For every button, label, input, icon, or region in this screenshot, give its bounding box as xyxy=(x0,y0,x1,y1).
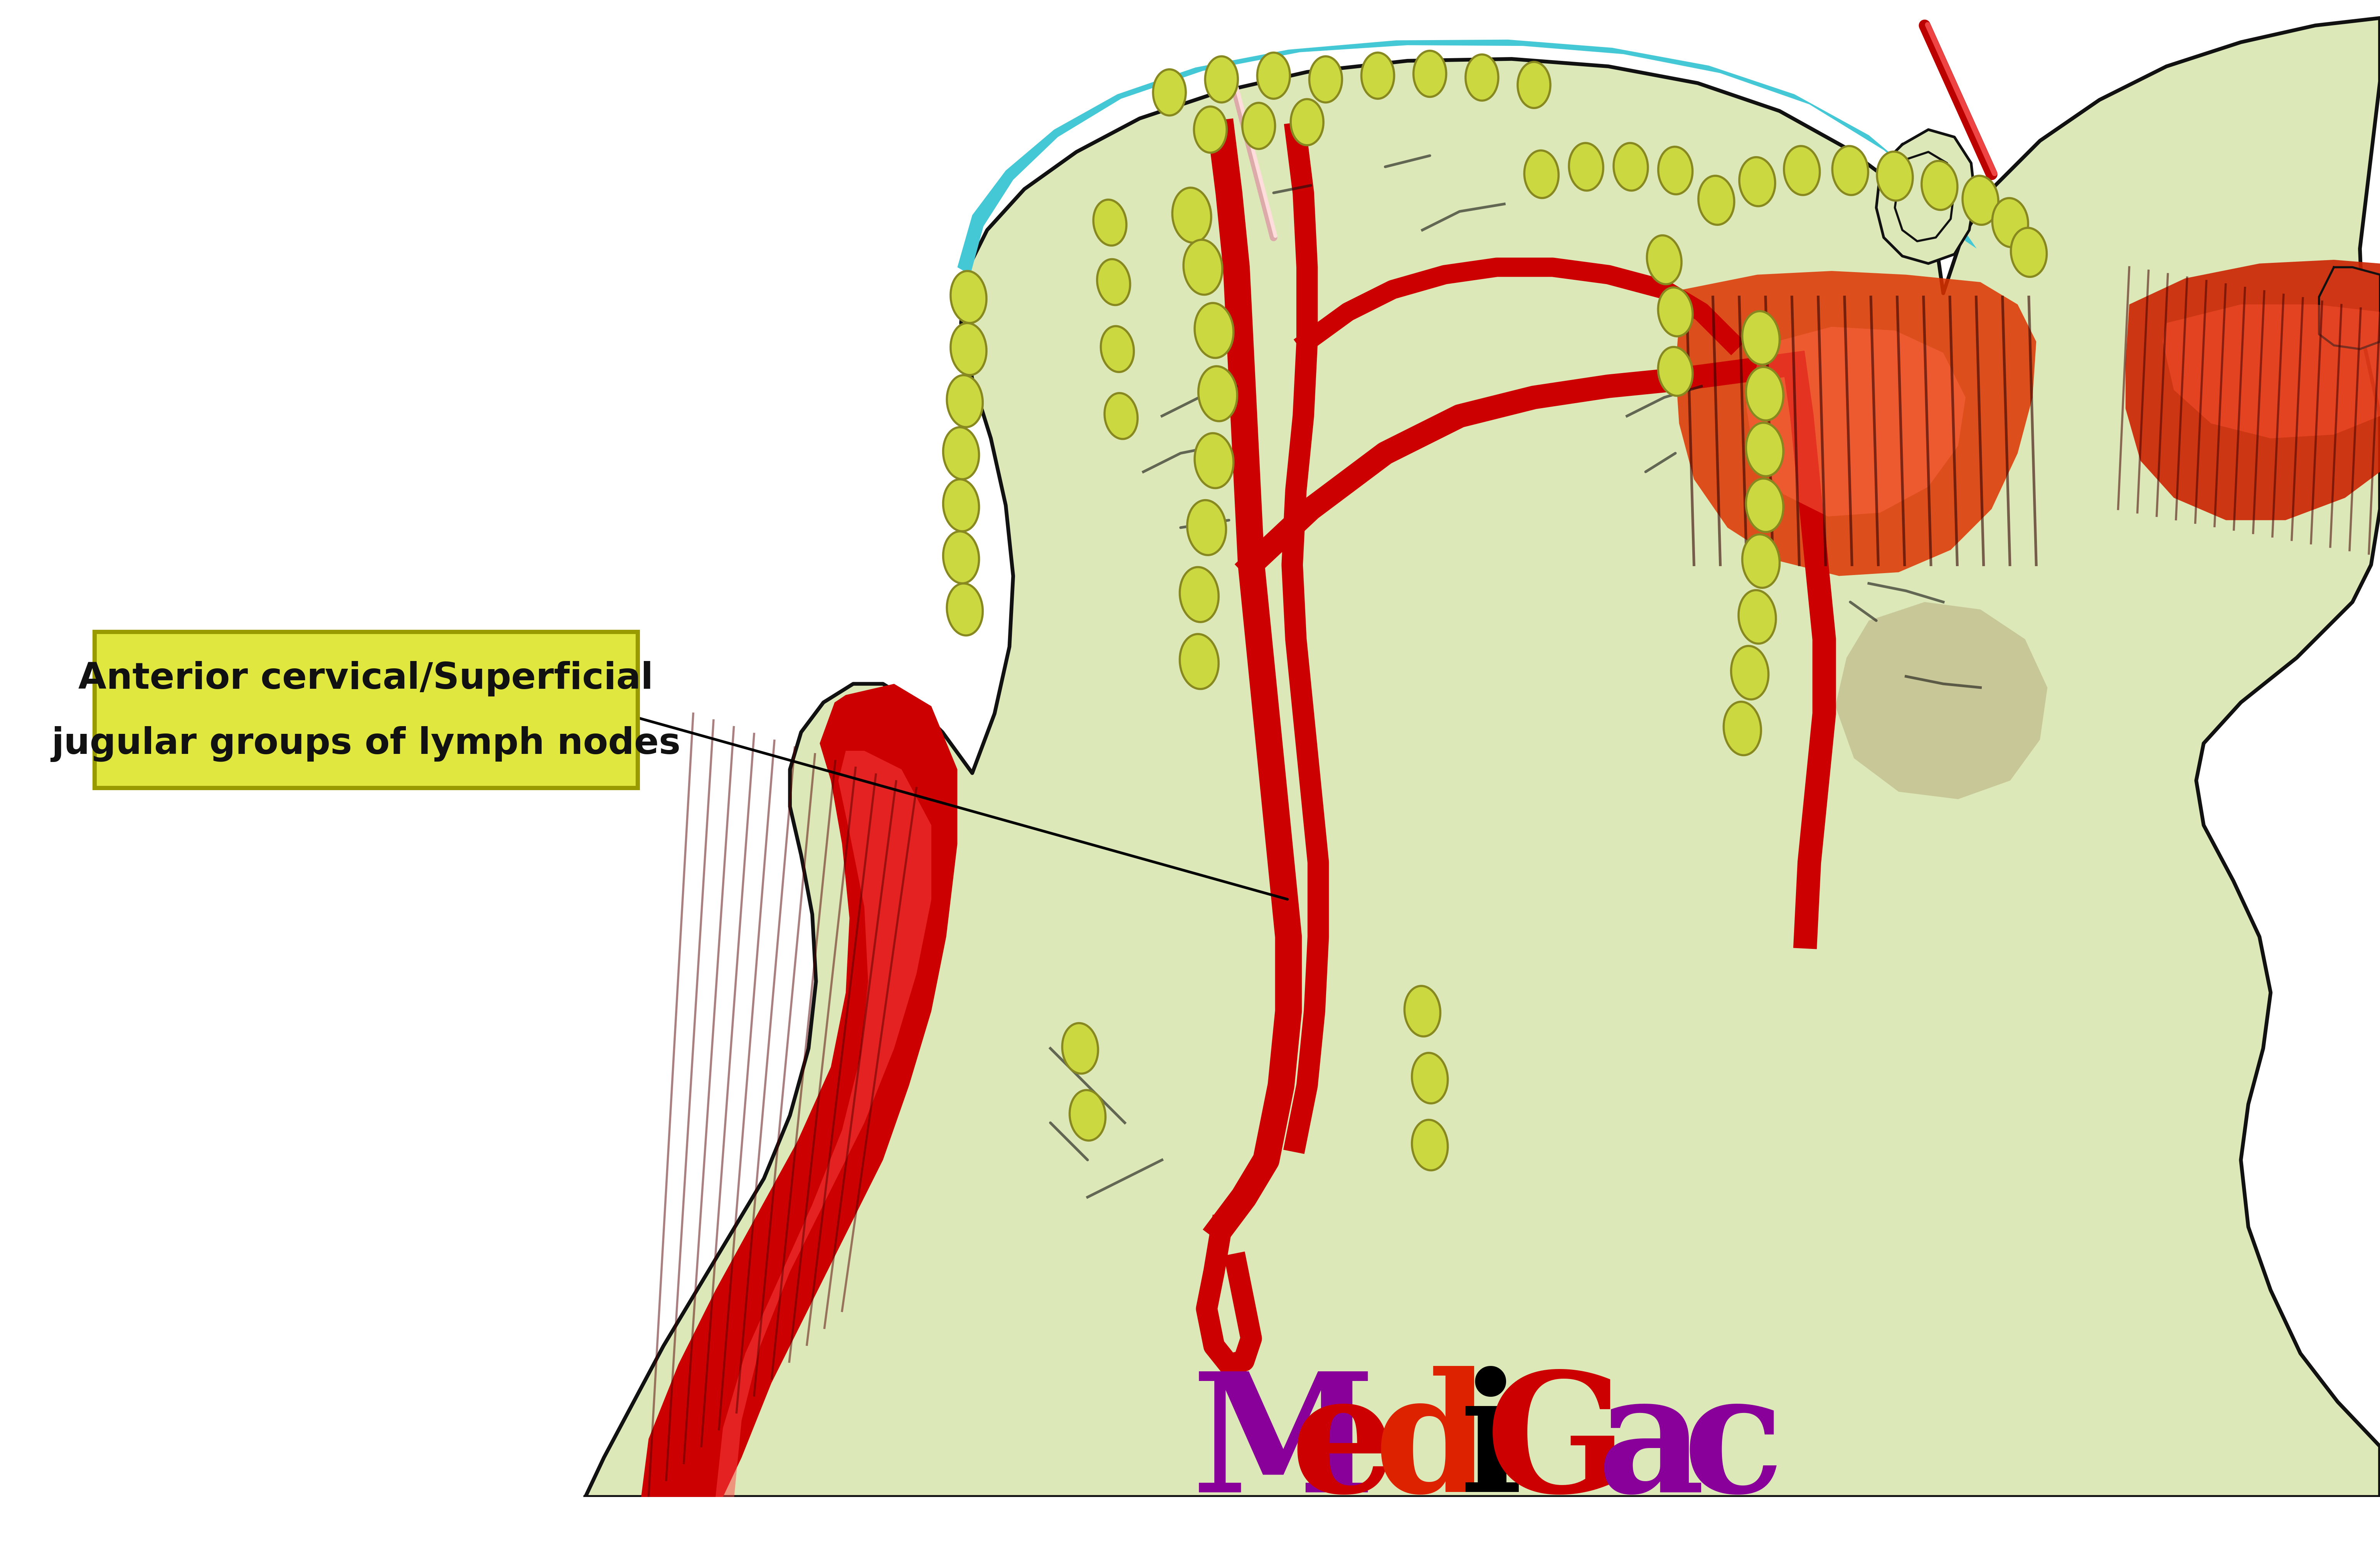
Ellipse shape xyxy=(1659,287,1692,337)
Ellipse shape xyxy=(1963,176,1999,225)
Ellipse shape xyxy=(2011,229,2047,276)
Text: jugular groups of lymph nodes: jugular groups of lymph nodes xyxy=(52,726,681,763)
Text: e: e xyxy=(1290,1366,1397,1527)
Ellipse shape xyxy=(1568,144,1604,190)
Ellipse shape xyxy=(1411,1119,1447,1170)
Ellipse shape xyxy=(1742,312,1780,364)
Ellipse shape xyxy=(1785,147,1821,195)
Polygon shape xyxy=(1835,602,2047,800)
Ellipse shape xyxy=(1309,56,1342,102)
Ellipse shape xyxy=(1730,645,1768,699)
Ellipse shape xyxy=(947,375,983,428)
Polygon shape xyxy=(1676,270,2037,576)
Ellipse shape xyxy=(942,428,978,479)
Text: M: M xyxy=(1192,1366,1376,1527)
Text: Anterior cervical/Superficial: Anterior cervical/Superficial xyxy=(79,661,654,696)
Ellipse shape xyxy=(1723,701,1761,755)
Ellipse shape xyxy=(1659,347,1692,395)
Ellipse shape xyxy=(1092,199,1126,245)
Ellipse shape xyxy=(1195,303,1233,358)
Ellipse shape xyxy=(1742,534,1780,588)
Text: i: i xyxy=(1459,1366,1523,1527)
Polygon shape xyxy=(2163,304,2380,438)
Ellipse shape xyxy=(1180,567,1219,622)
Ellipse shape xyxy=(1404,987,1440,1036)
Ellipse shape xyxy=(1878,151,1914,201)
Ellipse shape xyxy=(1614,144,1647,190)
Ellipse shape xyxy=(1466,54,1499,100)
Ellipse shape xyxy=(1921,161,1956,210)
Ellipse shape xyxy=(1740,157,1775,207)
Polygon shape xyxy=(2318,267,2380,349)
Ellipse shape xyxy=(947,584,983,636)
Text: c: c xyxy=(1683,1366,1785,1527)
Ellipse shape xyxy=(1104,394,1138,438)
Ellipse shape xyxy=(942,531,978,584)
Polygon shape xyxy=(585,19,2380,1498)
Ellipse shape xyxy=(1518,62,1549,108)
Ellipse shape xyxy=(1747,367,1783,420)
Ellipse shape xyxy=(1833,147,1868,195)
Ellipse shape xyxy=(1647,235,1683,284)
Ellipse shape xyxy=(1290,99,1323,145)
Ellipse shape xyxy=(1097,259,1130,306)
Ellipse shape xyxy=(1183,239,1223,295)
Polygon shape xyxy=(957,40,1978,275)
Ellipse shape xyxy=(1200,366,1238,422)
Ellipse shape xyxy=(1195,107,1226,153)
Ellipse shape xyxy=(1737,590,1775,644)
Ellipse shape xyxy=(1747,423,1783,476)
Ellipse shape xyxy=(1747,479,1783,533)
Ellipse shape xyxy=(1242,103,1276,148)
Ellipse shape xyxy=(950,323,985,375)
Ellipse shape xyxy=(1188,500,1226,556)
Ellipse shape xyxy=(950,272,985,323)
Text: d: d xyxy=(1373,1366,1490,1527)
Text: a: a xyxy=(1597,1366,1704,1527)
Polygon shape xyxy=(640,684,957,1498)
Ellipse shape xyxy=(1102,326,1133,372)
Ellipse shape xyxy=(1411,1053,1447,1104)
Ellipse shape xyxy=(1195,434,1233,488)
Ellipse shape xyxy=(1523,150,1559,198)
Ellipse shape xyxy=(1173,188,1211,242)
Ellipse shape xyxy=(1180,635,1219,689)
Ellipse shape xyxy=(1152,69,1185,116)
Ellipse shape xyxy=(1992,198,2028,247)
Ellipse shape xyxy=(1414,51,1447,97)
Text: G: G xyxy=(1485,1366,1628,1527)
Ellipse shape xyxy=(942,479,978,531)
FancyBboxPatch shape xyxy=(95,631,638,787)
Polygon shape xyxy=(2125,259,2380,520)
Ellipse shape xyxy=(1069,1090,1104,1141)
Ellipse shape xyxy=(1699,176,1735,225)
Ellipse shape xyxy=(1659,147,1692,195)
Ellipse shape xyxy=(1257,52,1290,99)
Ellipse shape xyxy=(1204,56,1238,102)
Ellipse shape xyxy=(1061,1024,1097,1073)
Polygon shape xyxy=(1875,130,1975,264)
Polygon shape xyxy=(1747,327,1966,516)
Polygon shape xyxy=(716,750,931,1498)
Ellipse shape xyxy=(1361,52,1395,99)
